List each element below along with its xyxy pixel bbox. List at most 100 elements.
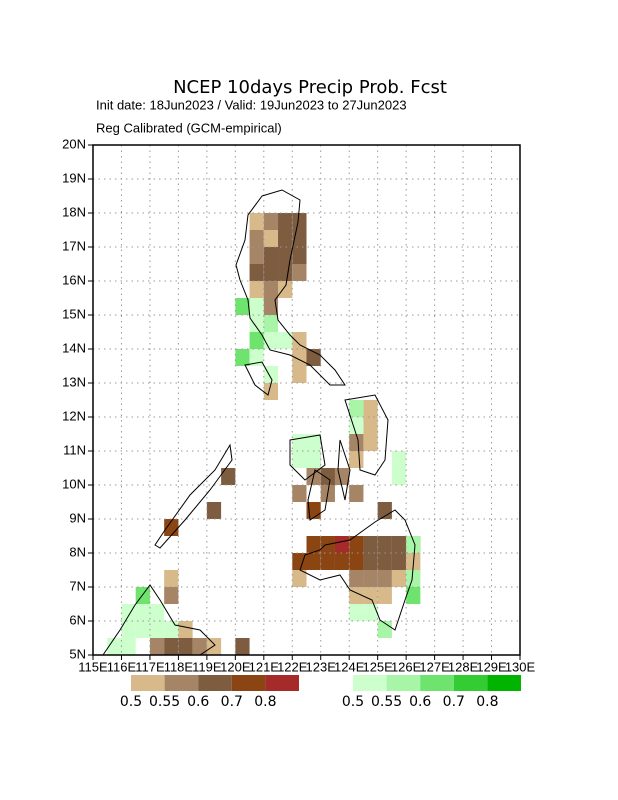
dry-cell <box>363 587 378 604</box>
dry-cell <box>334 536 350 553</box>
dry-cell <box>292 366 307 383</box>
dry-cell <box>249 264 264 281</box>
dry-legend-box <box>198 675 232 691</box>
note: Reg Calibrated (GCM-empirical) <box>96 120 282 135</box>
dry-cell <box>206 638 222 655</box>
dry-legend-label: 0.6 <box>187 694 209 710</box>
dry-cell <box>278 281 293 298</box>
y-tick-label: 12N <box>62 408 86 423</box>
dry-cell <box>149 638 165 655</box>
wet-cell <box>349 604 364 621</box>
dry-cell <box>249 247 264 264</box>
x-tick-label: 125E <box>362 659 393 674</box>
dry-cell <box>292 247 307 264</box>
dry-cell <box>320 468 335 485</box>
wet-legend-label: 0.55 <box>371 694 402 710</box>
dry-cell <box>292 264 307 281</box>
wet-cell <box>391 468 407 485</box>
wet-legend-box <box>487 675 521 691</box>
dry-cell <box>263 247 279 264</box>
dry-cell <box>292 570 307 587</box>
dry-cell <box>249 281 264 298</box>
wet-cell <box>278 332 293 349</box>
y-tick-label: 6N <box>69 612 86 627</box>
y-tick-label: 13N <box>62 374 86 389</box>
dry-cell <box>221 468 236 485</box>
wet-legend-box <box>420 675 454 691</box>
y-tick-label: 10N <box>62 476 86 491</box>
x-tick-label: 124E <box>334 659 365 674</box>
dry-cell <box>292 485 307 502</box>
y-tick-label: 17N <box>62 238 86 253</box>
dry-cell <box>235 638 250 655</box>
dry-cell <box>278 247 293 264</box>
dry-cell <box>363 417 378 434</box>
wet-cell <box>292 451 307 468</box>
dry-cell <box>377 570 392 587</box>
dry-cell <box>164 638 179 655</box>
wet-cell <box>121 638 136 655</box>
wet-legend-label: 0.8 <box>476 694 498 710</box>
x-tick-label: 123E <box>306 659 337 674</box>
legend: 0.5 0.55 0.6 0.7 0.8 0.5 0.55 0.6 0.7 0.8 <box>120 675 521 710</box>
coast-palawan <box>154 443 233 549</box>
dry-cell <box>377 502 392 519</box>
coast-panay <box>289 434 326 481</box>
x-tick-label: 116E <box>107 659 137 674</box>
dry-cell <box>192 638 207 655</box>
wet-cell <box>306 451 321 468</box>
dry-legend-label: 0.7 <box>221 694 243 710</box>
dry-cell <box>178 621 193 638</box>
dry-legend-box <box>131 675 165 691</box>
dry-legend-label: 0.55 <box>149 694 180 710</box>
wet-cell <box>135 604 150 621</box>
wet-cell <box>406 587 421 604</box>
wet-legend-box <box>353 675 387 691</box>
wet-cell <box>249 298 264 315</box>
dry-cell <box>377 553 392 570</box>
dry-cell <box>249 230 264 247</box>
x-tick-label: 118E <box>164 659 194 674</box>
dry-cell <box>306 553 321 570</box>
dry-cell <box>206 502 222 519</box>
coast-negros <box>307 469 331 521</box>
wet-cell <box>306 434 321 451</box>
wet-cell <box>349 417 364 434</box>
wet-cell <box>263 315 279 332</box>
wet-cell <box>107 638 122 655</box>
dry-cell <box>363 536 378 553</box>
title: NCEP 10days Precip Prob. Fcst <box>173 77 447 98</box>
wet-cell <box>249 349 264 366</box>
subtitle: Init date: 18Jun2023 / Valid: 19Jun2023 … <box>96 97 407 112</box>
dry-cell <box>377 536 392 553</box>
dry-cell <box>363 570 378 587</box>
wet-cell <box>149 604 165 621</box>
cells <box>107 213 421 655</box>
dry-cell <box>377 587 392 604</box>
x-tick-label: 127E <box>419 659 450 674</box>
dry-cell <box>263 383 279 400</box>
dry-cell <box>263 213 279 230</box>
dry-cell <box>278 213 293 230</box>
wet-cell <box>121 604 136 621</box>
x-tick-label: 126E <box>391 659 422 674</box>
dry-cell <box>249 213 264 230</box>
wet-cell <box>292 434 307 451</box>
wet-cell <box>235 349 250 366</box>
dry-cell <box>334 553 350 570</box>
dry-cell <box>391 536 407 553</box>
wet-legend-box <box>453 675 488 691</box>
wet-cell <box>235 298 250 315</box>
dry-cell <box>349 536 364 553</box>
coast-luzon <box>235 189 346 386</box>
dry-cell <box>263 281 279 298</box>
coast-borneo <box>102 584 216 656</box>
dry-cell <box>349 570 364 587</box>
dry-cell <box>334 468 350 485</box>
coast-samar-leyte <box>344 394 389 476</box>
dry-cell <box>164 587 179 604</box>
x-tick-label: 130E <box>505 659 536 674</box>
dry-cell <box>349 553 364 570</box>
x-tick-label: 128E <box>448 659 479 674</box>
dry-cell <box>363 553 378 570</box>
